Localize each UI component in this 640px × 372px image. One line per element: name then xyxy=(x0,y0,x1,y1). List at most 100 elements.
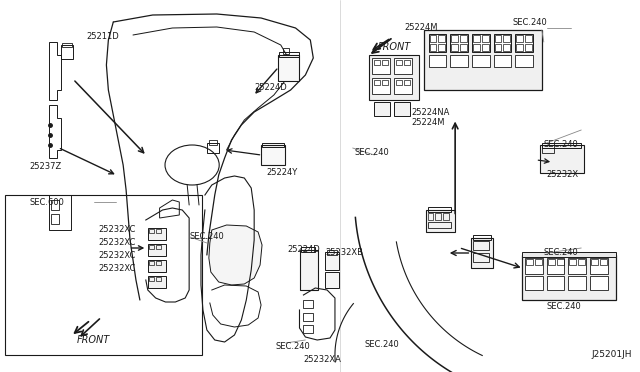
Bar xyxy=(61,45,73,59)
Bar xyxy=(451,35,458,42)
Bar xyxy=(396,60,402,65)
Bar xyxy=(525,35,532,42)
Bar xyxy=(579,259,585,265)
Text: 25232XA: 25232XA xyxy=(303,355,341,364)
Bar xyxy=(525,258,543,274)
Bar xyxy=(148,245,154,249)
Text: 25224D: 25224D xyxy=(254,83,287,92)
Bar xyxy=(525,276,543,290)
Bar xyxy=(300,250,318,290)
Bar xyxy=(526,259,533,265)
Bar xyxy=(374,80,380,85)
Bar xyxy=(429,34,446,52)
Bar xyxy=(207,143,219,153)
Bar xyxy=(156,229,161,233)
Bar xyxy=(372,78,390,94)
Bar xyxy=(51,214,59,224)
Bar xyxy=(473,35,480,42)
Bar xyxy=(542,143,581,148)
Bar xyxy=(404,80,410,85)
Bar xyxy=(382,80,388,85)
Bar xyxy=(515,55,533,67)
Bar xyxy=(568,276,586,290)
Bar xyxy=(428,213,433,220)
Bar xyxy=(495,44,502,51)
Bar xyxy=(283,48,289,54)
Bar xyxy=(493,34,511,52)
Bar xyxy=(542,145,554,153)
Bar xyxy=(148,229,154,233)
Bar xyxy=(473,44,480,51)
Bar xyxy=(493,55,511,67)
Polygon shape xyxy=(209,225,262,285)
Bar xyxy=(548,259,555,265)
Bar xyxy=(148,260,166,272)
Bar xyxy=(148,277,154,281)
Bar xyxy=(428,207,451,212)
Text: 25232XB: 25232XB xyxy=(325,248,363,257)
Bar xyxy=(590,276,608,290)
Bar xyxy=(424,30,542,90)
Bar xyxy=(148,228,166,240)
Bar xyxy=(450,55,468,67)
Bar xyxy=(473,253,488,262)
Bar xyxy=(279,52,298,57)
Bar xyxy=(504,44,510,51)
Bar xyxy=(156,261,161,265)
Bar xyxy=(374,60,380,65)
Text: FRONT: FRONT xyxy=(77,335,110,345)
Bar xyxy=(51,200,59,210)
Bar xyxy=(303,300,313,308)
Bar xyxy=(473,241,488,250)
Bar xyxy=(591,259,598,265)
Bar xyxy=(568,258,586,274)
Bar xyxy=(460,35,467,42)
Bar xyxy=(303,325,313,333)
Bar xyxy=(570,259,576,265)
Text: 25224M: 25224M xyxy=(404,23,437,32)
Bar xyxy=(156,245,161,249)
Text: 25237Z: 25237Z xyxy=(29,162,62,171)
Bar xyxy=(303,313,313,321)
Bar xyxy=(429,55,446,67)
Bar xyxy=(547,276,564,290)
Bar xyxy=(535,259,542,265)
Bar xyxy=(262,143,284,147)
Text: 25232XC: 25232XC xyxy=(99,238,136,247)
Bar xyxy=(495,35,502,42)
Text: FRONT: FRONT xyxy=(378,42,411,52)
Bar xyxy=(522,255,616,300)
Bar xyxy=(156,277,161,281)
Bar xyxy=(590,258,608,274)
Bar xyxy=(148,244,166,256)
Bar xyxy=(372,58,390,74)
Bar xyxy=(325,272,339,288)
Text: 25232XC: 25232XC xyxy=(99,251,136,260)
Bar xyxy=(540,145,584,173)
Bar xyxy=(460,44,467,51)
Bar xyxy=(396,80,402,85)
Bar xyxy=(516,35,523,42)
Bar xyxy=(525,44,532,51)
Text: 25232XC: 25232XC xyxy=(99,264,136,273)
Text: 25224Y: 25224Y xyxy=(266,168,297,177)
Bar xyxy=(435,213,442,220)
Bar xyxy=(404,60,410,65)
Bar xyxy=(394,78,412,94)
Bar xyxy=(451,44,458,51)
Text: 25224D: 25224D xyxy=(287,245,321,254)
Text: J25201JH: J25201JH xyxy=(591,350,632,359)
Bar xyxy=(504,35,510,42)
Bar xyxy=(482,44,488,51)
Bar xyxy=(471,238,493,268)
Text: SEC.600: SEC.600 xyxy=(29,198,65,207)
Bar xyxy=(278,55,300,81)
Text: SEC.240: SEC.240 xyxy=(512,18,547,27)
Text: 25232X: 25232X xyxy=(547,170,579,179)
Bar xyxy=(557,259,563,265)
Bar xyxy=(327,250,337,255)
Bar xyxy=(473,235,491,240)
Text: SEC.240: SEC.240 xyxy=(544,248,579,257)
Bar xyxy=(382,60,388,65)
Bar xyxy=(5,195,202,355)
